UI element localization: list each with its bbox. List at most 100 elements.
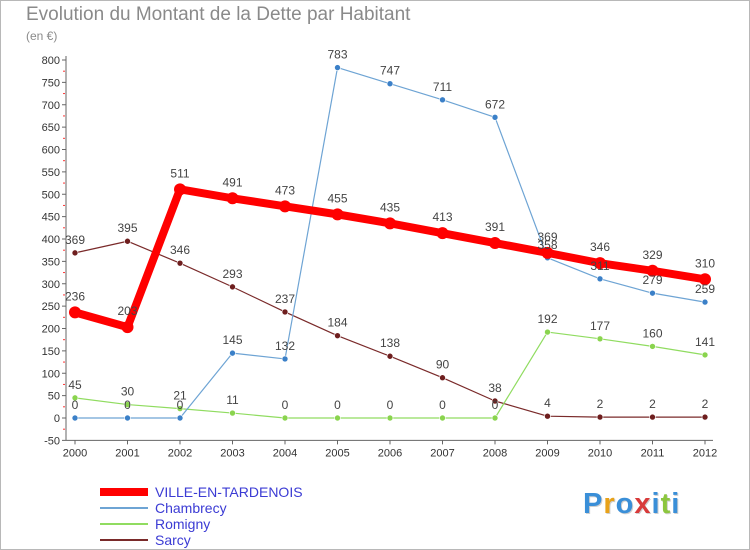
y-tick-label: 150 xyxy=(42,346,60,358)
data-label: 747 xyxy=(380,64,400,78)
data-point xyxy=(594,257,606,270)
data-point xyxy=(699,273,711,286)
data-point xyxy=(439,96,446,104)
data-point xyxy=(331,208,344,221)
data-point xyxy=(436,227,449,240)
legend-label: Sarcy xyxy=(155,532,191,548)
data-label: 138 xyxy=(380,336,400,350)
y-tick-label: 300 xyxy=(42,279,60,291)
data-label: 413 xyxy=(432,210,452,224)
data-label: 30 xyxy=(121,385,135,399)
x-tick-label: 2004 xyxy=(273,447,297,459)
y-tick-label: -50 xyxy=(44,435,60,447)
data-label: 435 xyxy=(380,200,400,214)
data-point xyxy=(596,275,604,283)
data-point xyxy=(279,200,291,213)
data-label: 0 xyxy=(124,398,131,412)
data-point xyxy=(701,413,709,421)
data-point xyxy=(649,343,656,350)
data-label: 311 xyxy=(590,259,609,273)
data-point xyxy=(71,394,79,402)
y-tick-label: 550 xyxy=(42,167,60,179)
data-point xyxy=(69,306,81,319)
data-point xyxy=(176,405,184,412)
data-point xyxy=(439,374,446,382)
data-label: 145 xyxy=(222,333,242,347)
data-point xyxy=(124,237,131,245)
data-label: 0 xyxy=(387,398,394,412)
data-point xyxy=(491,414,499,422)
data-label: 279 xyxy=(642,273,662,287)
data-point xyxy=(541,246,554,259)
data-label: 0 xyxy=(334,398,341,412)
legend-label: Romigny xyxy=(155,516,211,532)
y-tick-label: 800 xyxy=(42,55,60,67)
data-label: 329 xyxy=(642,248,662,262)
data-label: 783 xyxy=(327,48,347,62)
data-point xyxy=(334,64,341,71)
data-point xyxy=(544,412,551,420)
x-tick-label: 2007 xyxy=(430,447,454,459)
data-point xyxy=(176,414,184,422)
data-label: 2 xyxy=(702,397,709,411)
x-tick-label: 2009 xyxy=(535,447,559,459)
data-label: 236 xyxy=(65,289,85,303)
data-point xyxy=(489,237,501,250)
data-label: 369 xyxy=(537,230,557,244)
chart-subtitle: (en €) xyxy=(26,29,58,43)
legend-swatch xyxy=(100,507,148,509)
data-label: 2 xyxy=(597,397,604,411)
data-label: 132 xyxy=(275,339,295,353)
x-tick-label: 2002 xyxy=(168,447,192,459)
data-label: 391 xyxy=(485,220,505,234)
data-label: 473 xyxy=(275,183,295,197)
y-tick-label: 700 xyxy=(42,100,60,112)
data-label: 310 xyxy=(695,256,715,270)
data-point xyxy=(229,409,236,417)
data-point xyxy=(649,289,656,297)
chart-title: Evolution du Montant de la Dette par Hab… xyxy=(26,4,411,25)
y-tick-label: 650 xyxy=(42,122,60,134)
data-point xyxy=(491,113,499,121)
data-point xyxy=(121,321,134,334)
data-point xyxy=(596,413,604,421)
data-point xyxy=(229,283,236,291)
data-label: 192 xyxy=(537,312,557,326)
data-label: 259 xyxy=(695,282,715,296)
data-label: 0 xyxy=(72,398,79,412)
legend-label: VILLE-EN-TARDENOIS xyxy=(155,484,303,500)
data-point xyxy=(386,80,394,88)
data-point xyxy=(71,414,79,422)
y-tick-label: 0 xyxy=(54,413,60,425)
data-point xyxy=(384,217,396,230)
data-point xyxy=(124,414,131,422)
data-point xyxy=(386,352,394,360)
x-tick-label: 2012 xyxy=(693,447,717,459)
data-point xyxy=(281,355,289,363)
data-point xyxy=(386,414,394,422)
data-point xyxy=(544,328,551,336)
data-label: 369 xyxy=(65,233,85,247)
legend-swatch xyxy=(100,539,148,541)
data-label: 203 xyxy=(117,304,137,318)
data-point xyxy=(71,249,79,257)
data-label: 11 xyxy=(226,393,239,407)
legend-swatch xyxy=(100,488,148,496)
y-tick-label: 100 xyxy=(42,368,60,380)
x-tick-label: 2003 xyxy=(220,447,244,459)
data-point xyxy=(226,192,239,205)
data-point xyxy=(701,298,709,306)
data-label: 672 xyxy=(485,97,505,111)
data-point xyxy=(229,349,236,357)
x-tick-label: 2006 xyxy=(378,447,402,459)
x-tick-label: 2001 xyxy=(115,447,139,459)
y-tick-label: 50 xyxy=(48,391,60,403)
data-point xyxy=(334,332,341,339)
data-point xyxy=(176,259,184,267)
data-label: 141 xyxy=(695,335,715,349)
data-point xyxy=(124,401,131,408)
data-label: 0 xyxy=(492,398,499,412)
data-label: 455 xyxy=(327,191,347,205)
proxiti-logo: Proxiti xyxy=(583,488,681,520)
